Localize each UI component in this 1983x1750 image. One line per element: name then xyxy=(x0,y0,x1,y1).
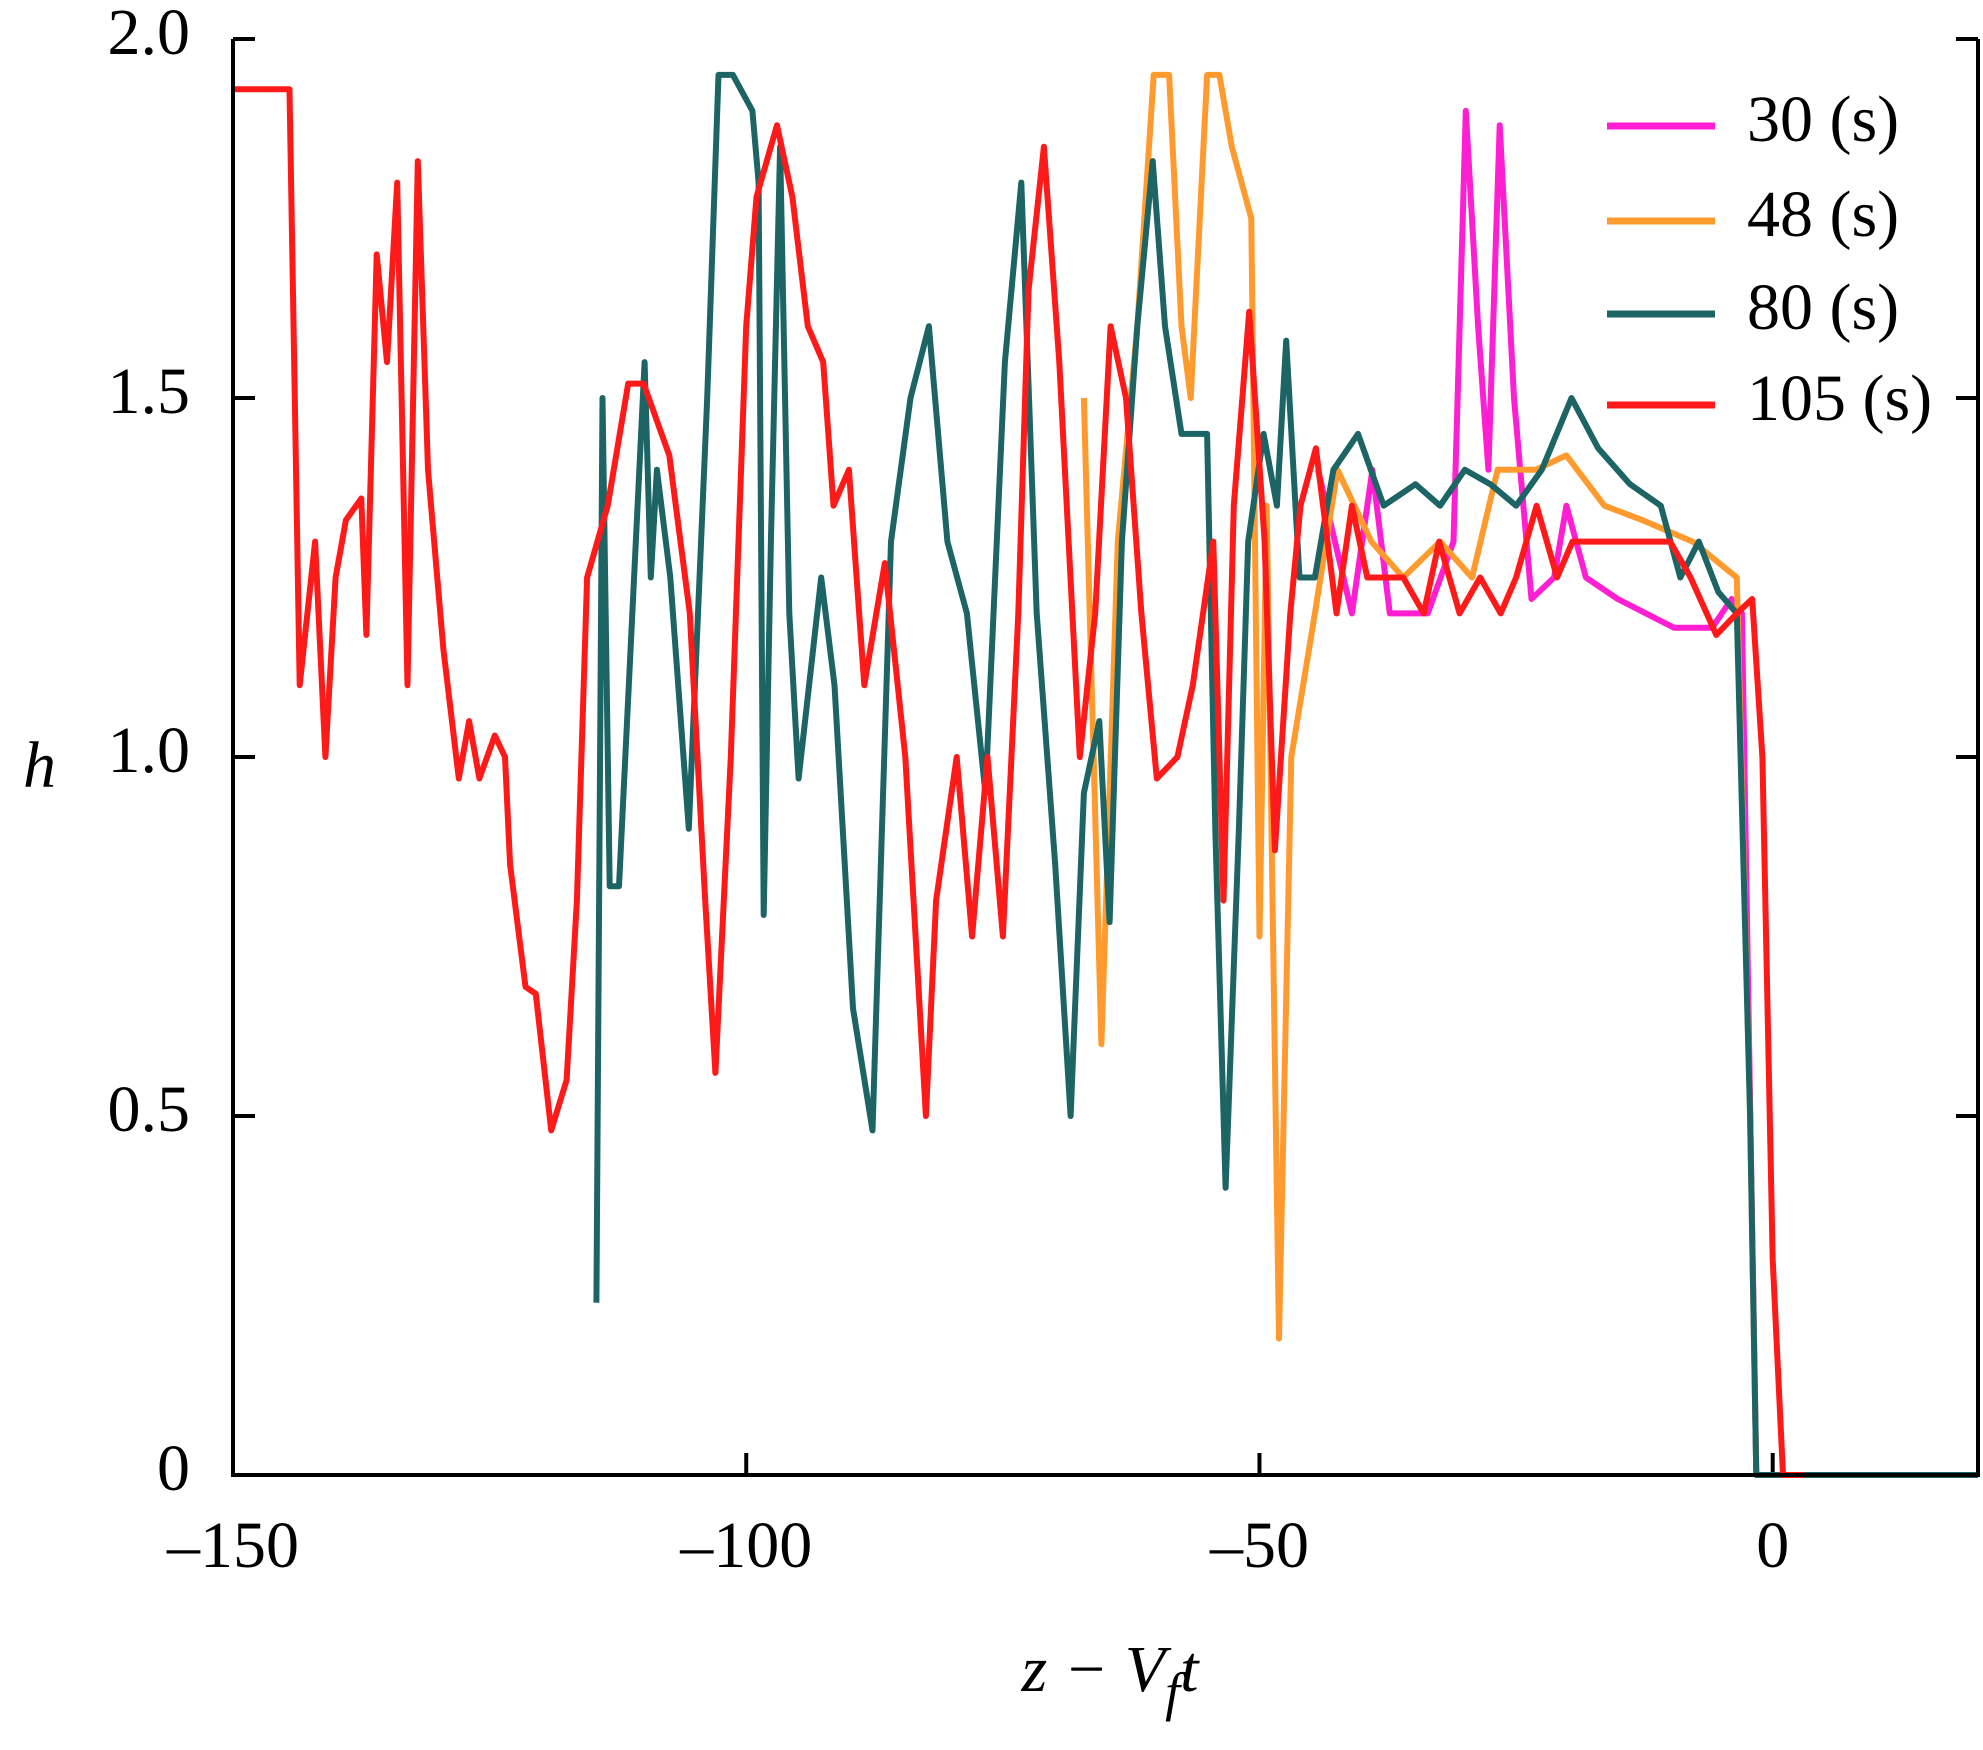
y-axis-label: h xyxy=(23,729,56,802)
series-line xyxy=(233,86,1804,1478)
series-line xyxy=(1080,71,1763,1478)
x-tick-label: –100 xyxy=(679,1509,812,1582)
x-axis-label-end: t xyxy=(1180,1633,1200,1706)
legend-label: 80 (s) xyxy=(1747,271,1899,344)
x-axis-label-main: z − V xyxy=(1021,1633,1172,1706)
legend-label: 30 (s) xyxy=(1747,83,1899,156)
axis-frame xyxy=(231,39,1980,1477)
y-tick-label: 1.5 xyxy=(108,355,191,428)
x-tick-label: –150 xyxy=(166,1509,299,1582)
x-tick-label: 0 xyxy=(1756,1509,1789,1582)
x-tick-label: –50 xyxy=(1209,1509,1309,1582)
y-tick-label: 0 xyxy=(157,1432,190,1505)
legend-label: 105 (s) xyxy=(1747,362,1932,435)
series-line xyxy=(593,71,1978,1478)
legend-label: 48 (s) xyxy=(1747,178,1899,251)
y-tick-label: 1.0 xyxy=(108,714,191,787)
y-tick-label: 2.0 xyxy=(108,0,191,69)
x-axis-label: z − Vft xyxy=(1021,1633,1201,1722)
y-tick-label: 0.5 xyxy=(108,1073,191,1146)
